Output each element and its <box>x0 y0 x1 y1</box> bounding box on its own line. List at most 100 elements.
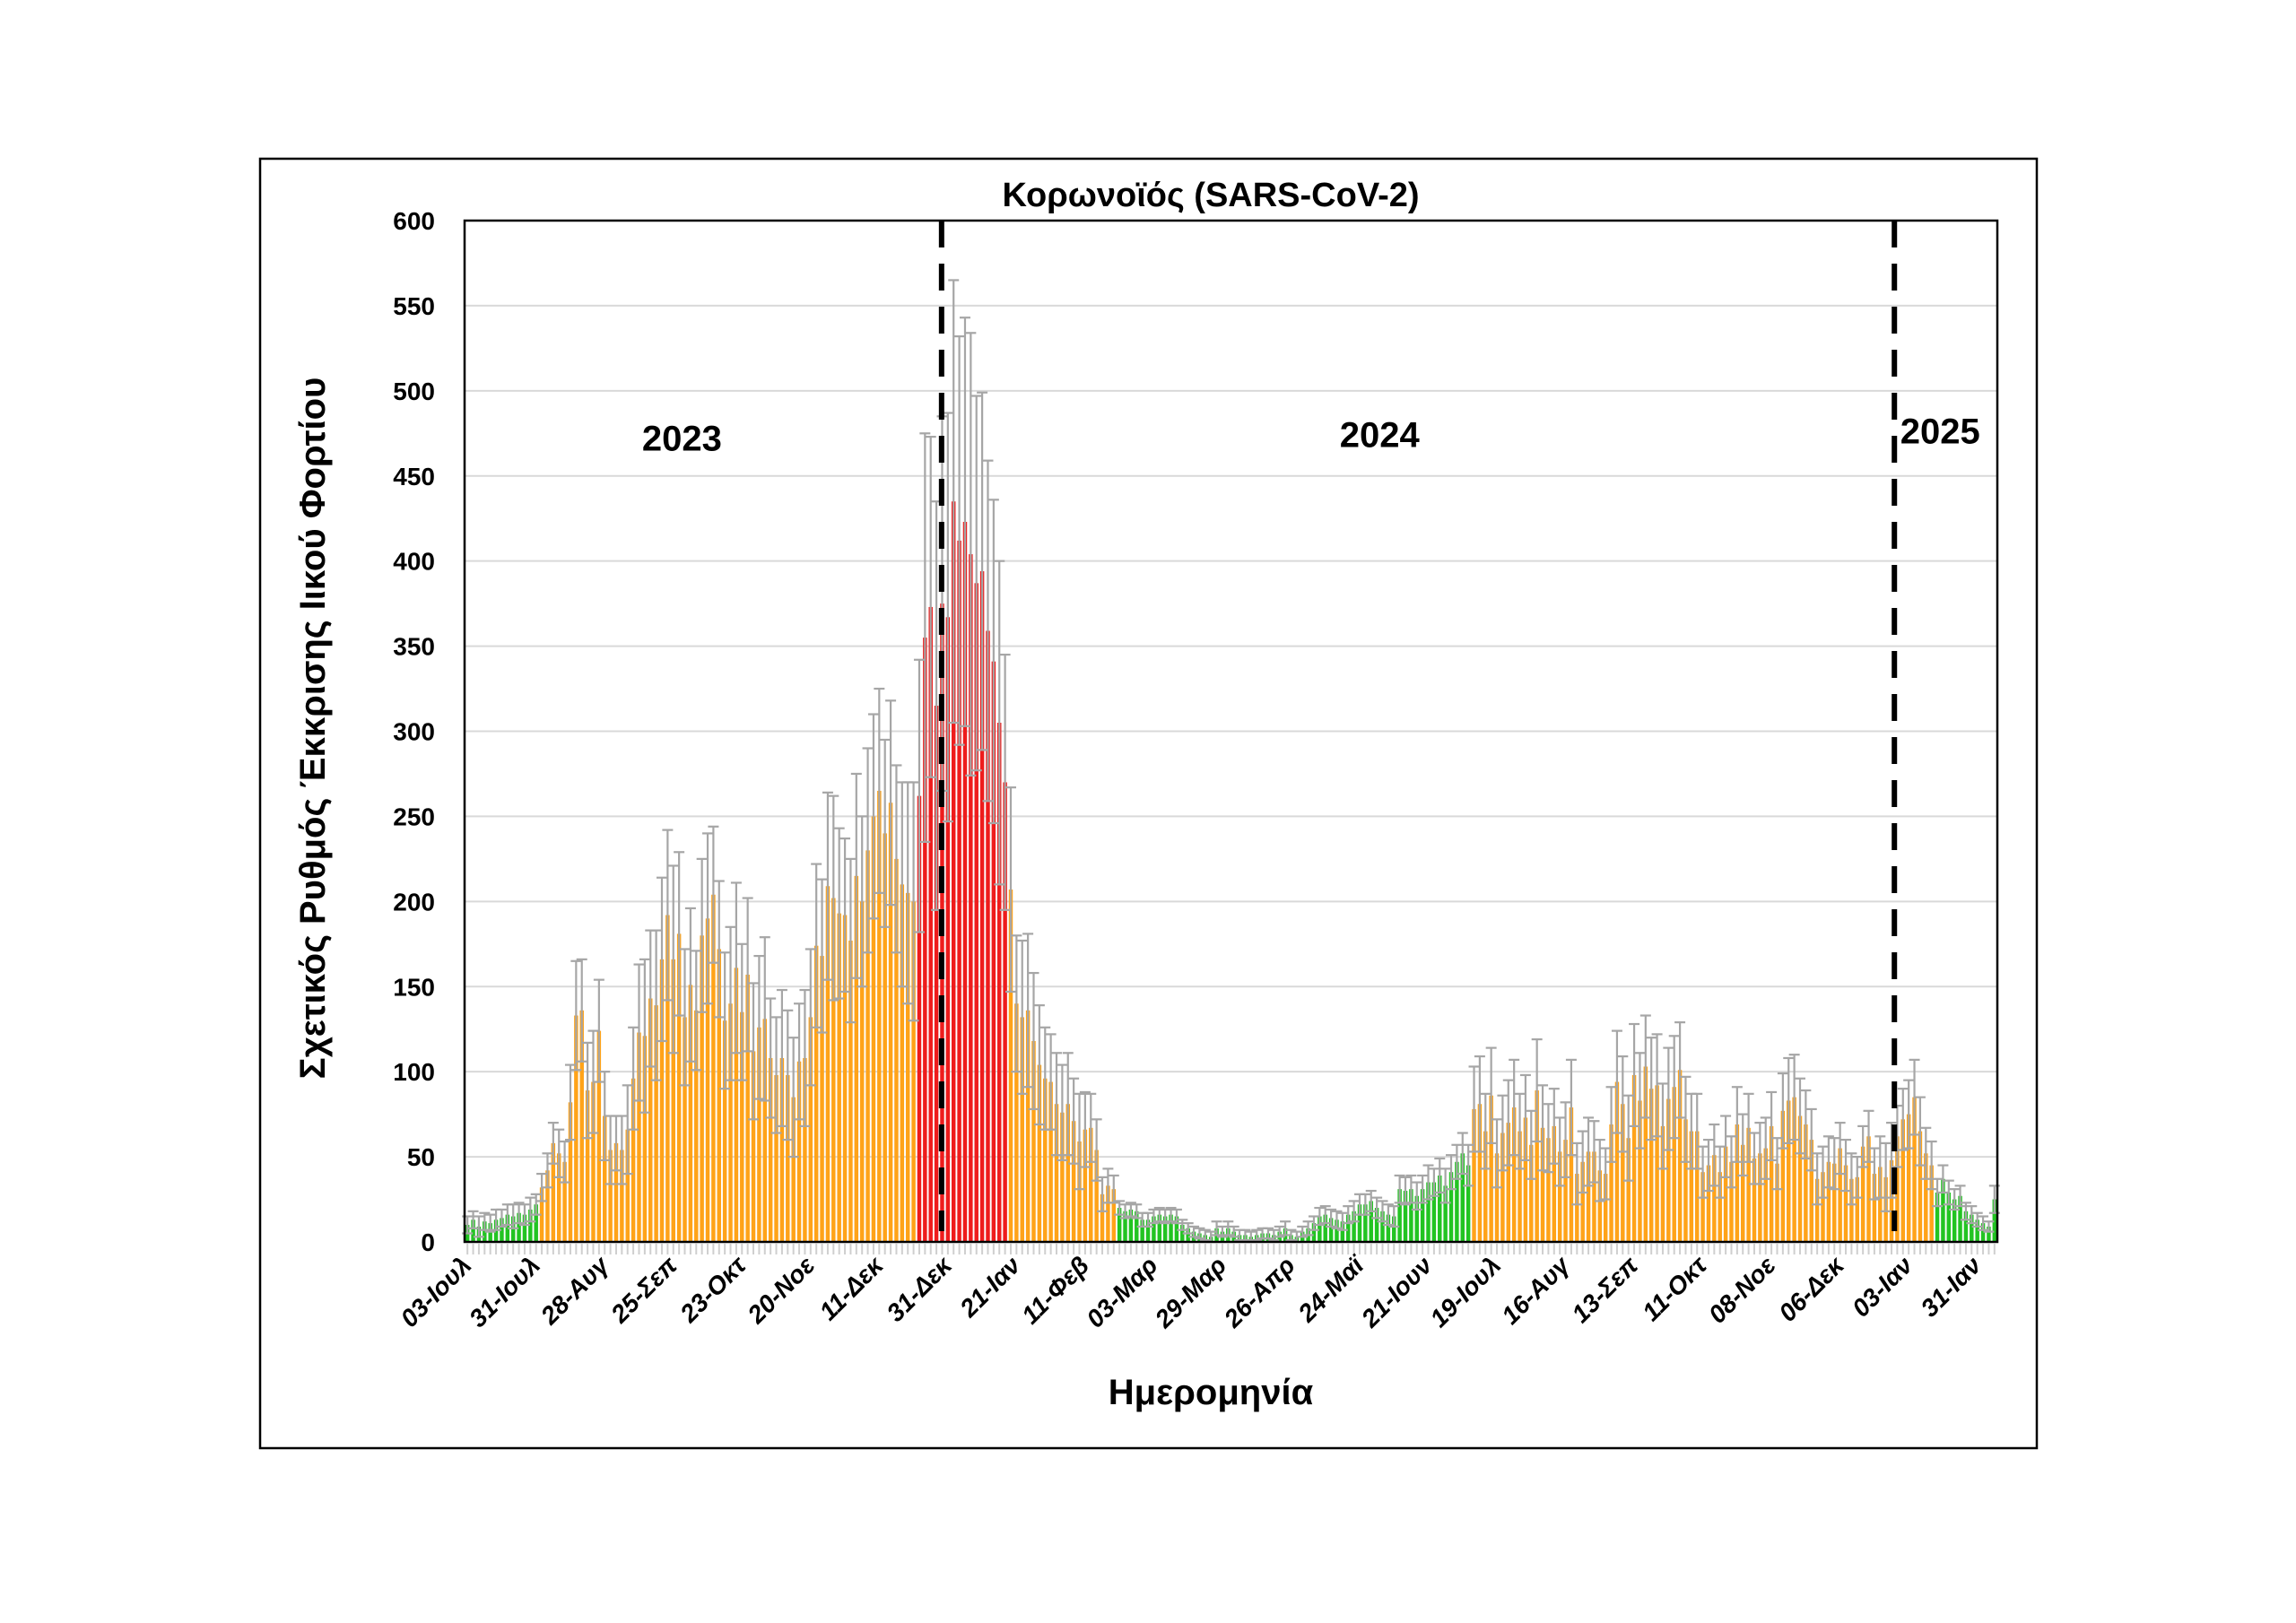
bar <box>1626 1138 1631 1242</box>
bar <box>1775 1163 1779 1242</box>
error-bar <box>1697 1145 1709 1199</box>
error-bar <box>1903 1079 1915 1150</box>
bar <box>1152 1216 1156 1242</box>
error-bar <box>696 857 708 1013</box>
bar <box>1037 1064 1042 1242</box>
error-bar <box>1360 1193 1371 1216</box>
chart-title: Κορωνοϊός (SARS-CoV-2) <box>1002 177 1419 214</box>
bar <box>1357 1204 1362 1242</box>
bar <box>1397 1189 1402 1242</box>
error-bar <box>1771 1137 1783 1191</box>
x-tick-label: 16-Αυγ <box>1496 1250 1576 1330</box>
y-tick-label: 50 <box>407 1143 435 1171</box>
error-bar <box>628 1026 639 1131</box>
bar <box>522 1214 527 1242</box>
error-bar <box>564 1063 576 1141</box>
bar <box>665 915 670 1242</box>
error-bar <box>1565 1058 1577 1157</box>
bar <box>534 1204 538 1242</box>
bar <box>1586 1151 1591 1242</box>
year-label: 2025 <box>1900 412 1980 452</box>
bar <box>791 1097 796 1242</box>
bar <box>728 1003 733 1242</box>
error-bar <box>1949 1188 1961 1211</box>
error-bar <box>1474 1055 1485 1153</box>
bar <box>1958 1195 1962 1242</box>
error-bar <box>1268 1228 1280 1242</box>
bar <box>1849 1178 1854 1242</box>
error-bar <box>948 279 960 725</box>
error-bar <box>1451 1143 1463 1180</box>
error-bar <box>822 791 833 981</box>
bar <box>671 959 675 1242</box>
error-bar <box>1954 1185 1966 1208</box>
error-bar <box>1731 1086 1743 1163</box>
error-bar <box>719 951 731 1090</box>
bar <box>1135 1211 1139 1242</box>
bar <box>1694 1131 1700 1242</box>
error-bar <box>925 435 936 778</box>
error-bar <box>691 950 702 1072</box>
bar <box>1860 1146 1866 1242</box>
error-bar <box>874 687 885 894</box>
x-tick-label: 06-Δεκ <box>1773 1251 1849 1327</box>
error-bar <box>1668 1035 1680 1140</box>
bar <box>1563 1140 1568 1242</box>
bar <box>1672 1087 1676 1242</box>
error-bar <box>1543 1103 1554 1174</box>
error-bar <box>1760 1116 1771 1180</box>
error-bar <box>1622 1094 1634 1182</box>
bar <box>1843 1165 1848 1242</box>
x-tick-label: 31-Ιαν <box>1916 1251 1987 1323</box>
error-bar <box>679 948 691 1087</box>
bar <box>1631 1074 1637 1242</box>
error-bar <box>1726 1135 1737 1189</box>
bar <box>676 933 682 1242</box>
error-bar <box>1446 1154 1457 1191</box>
error-bar <box>467 1210 479 1229</box>
error-bar <box>1097 1176 1109 1212</box>
error-bar <box>1800 1089 1812 1160</box>
error-bar <box>1165 1206 1177 1223</box>
error-bar <box>1016 939 1028 1095</box>
bar <box>951 501 956 1242</box>
bar <box>688 985 693 1242</box>
bar <box>659 959 665 1242</box>
bar <box>1363 1204 1368 1242</box>
bar <box>917 795 922 1242</box>
bar <box>1174 1216 1179 1242</box>
x-tick-label: 19-Ιουλ <box>1424 1251 1506 1332</box>
bar <box>596 1030 602 1242</box>
bar <box>1569 1107 1574 1242</box>
error-bar <box>1702 1138 1714 1193</box>
bar <box>1821 1172 1825 1242</box>
bar <box>1483 1131 1488 1242</box>
bar <box>545 1170 550 1242</box>
error-bar <box>725 925 736 1081</box>
bar <box>1043 1078 1048 1242</box>
error-bar <box>525 1196 536 1223</box>
error-bar <box>787 1037 799 1159</box>
error-bar <box>1777 1072 1788 1150</box>
error-bar <box>1439 1167 1451 1204</box>
bar <box>1546 1138 1551 1242</box>
bar <box>1518 1131 1522 1242</box>
error-bar <box>1519 1073 1531 1161</box>
bar <box>1443 1185 1448 1242</box>
error-bar <box>1926 1140 1937 1191</box>
bar <box>1975 1219 1979 1242</box>
bar <box>1077 1141 1082 1242</box>
error-bar <box>1411 1181 1422 1211</box>
error-bar <box>1153 1206 1165 1223</box>
bar <box>1003 782 1007 1242</box>
error-bar <box>1405 1174 1417 1204</box>
bar <box>1374 1208 1379 1242</box>
error-bar <box>839 837 851 994</box>
error-bar <box>1336 1211 1348 1231</box>
error-bar <box>1382 1203 1394 1227</box>
bar <box>1025 1010 1031 1242</box>
error-bar <box>1274 1225 1285 1238</box>
bar <box>979 571 985 1242</box>
error-bar <box>1394 1174 1405 1204</box>
error-bar <box>970 395 982 772</box>
